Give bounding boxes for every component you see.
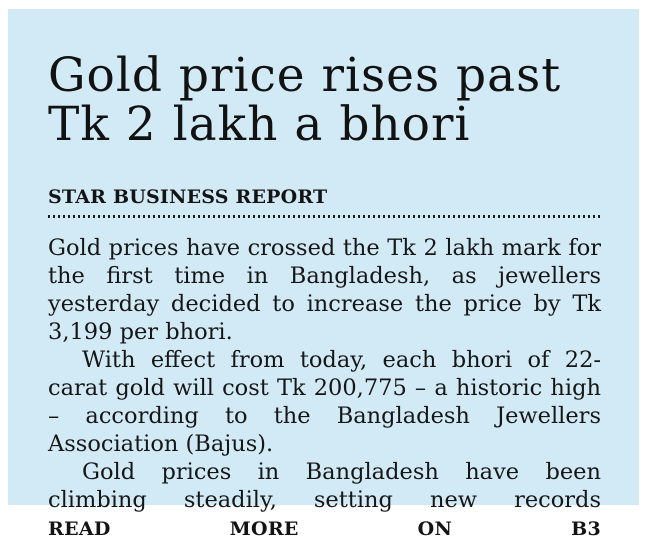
- paragraph-3-text: Gold prices in Bangladesh have been clim…: [48, 459, 601, 513]
- headline-line-2: Tk 2 lakh a bhori: [48, 97, 471, 152]
- dotted-divider: [48, 215, 601, 218]
- headline-line-1: Gold price rises past: [48, 48, 562, 103]
- paragraph-1: Gold prices have crossed the Tk 2 lakh m…: [48, 235, 601, 345]
- headline: Gold price rises past Tk 2 lakh a bhori: [48, 51, 601, 149]
- paragraph-3: Gold prices in Bangladesh have been clim…: [48, 458, 601, 543]
- byline: STAR BUSINESS REPORT: [48, 186, 328, 208]
- read-more-link[interactable]: READ MORE ON B3: [48, 518, 601, 540]
- news-clip-panel: Gold price rises past Tk 2 lakh a bhori …: [8, 9, 639, 540]
- page: { "colors": { "page_background": "#fffff…: [8, 9, 639, 540]
- article-body: Gold prices have crossed the Tk 2 lakh m…: [48, 234, 601, 543]
- paragraph-2: With effect from today, each bhori of 22…: [48, 347, 601, 457]
